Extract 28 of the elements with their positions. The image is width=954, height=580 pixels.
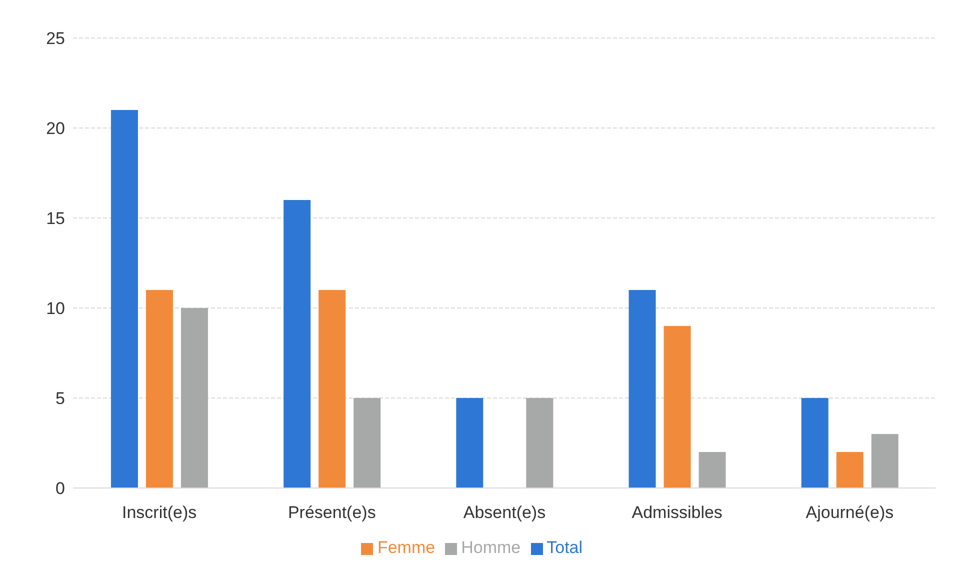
y-tick-label: 0: [56, 479, 65, 498]
y-tick-label: 25: [46, 29, 65, 48]
x-tick-label: Présent(e)s: [288, 503, 376, 522]
y-tick-label: 20: [46, 119, 65, 138]
bar: [698, 452, 726, 488]
x-tick-label: Inscrit(e)s: [122, 503, 197, 522]
legend-label: Femme: [377, 538, 436, 557]
y-tick-label: 15: [46, 209, 65, 228]
x-tick-label: Absent(e)s: [463, 503, 546, 522]
legend-label: Total: [546, 538, 583, 557]
legend-label: Homme: [461, 538, 521, 557]
y-tick-label: 5: [56, 389, 65, 408]
bar: [284, 200, 311, 488]
bar: [836, 452, 864, 488]
bar: [801, 398, 828, 488]
bar: [871, 434, 898, 488]
x-tick-label: Admissibles: [632, 503, 722, 522]
x-tick-label: Ajourné(e)s: [806, 503, 894, 522]
bar: [456, 398, 484, 488]
bar: [628, 290, 656, 488]
y-tick-label: 10: [46, 299, 65, 318]
bar: [354, 398, 381, 488]
bar: [110, 110, 138, 488]
bar: [526, 398, 554, 488]
bar: [664, 326, 691, 488]
bar: [180, 308, 208, 488]
bar: [146, 290, 173, 488]
bar: [318, 290, 346, 488]
